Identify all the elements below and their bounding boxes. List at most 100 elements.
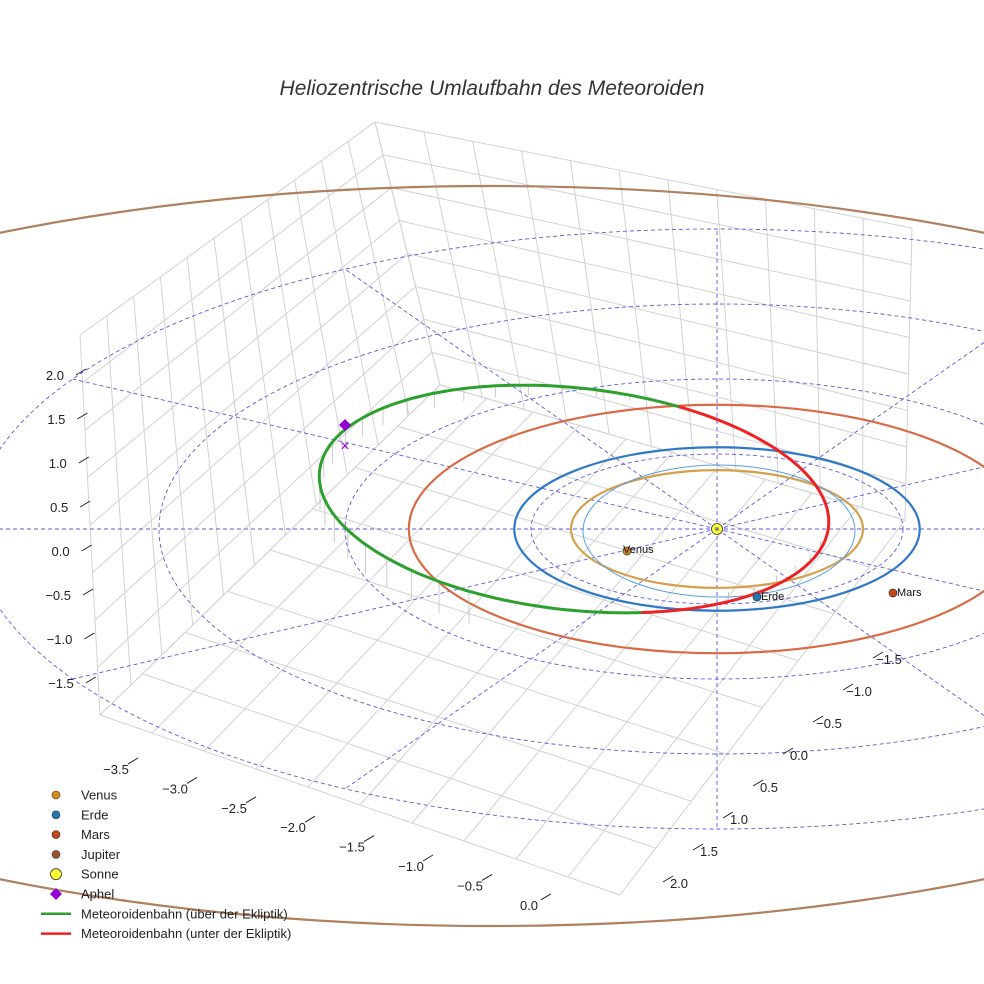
legend-diamond-icon xyxy=(50,888,62,900)
legend: Venus Erde Mars Jupiter Sonne Aphel Meteoroide… xyxy=(41,788,291,941)
x-axis-tick-mark xyxy=(540,893,552,901)
z-axis-tick-mark xyxy=(79,500,91,508)
grid-line xyxy=(383,154,912,265)
grid-line xyxy=(99,714,621,896)
y-axis-tick-mark xyxy=(782,747,794,755)
y-axis-tick-label: 0.0 xyxy=(790,748,808,763)
grid-line xyxy=(397,425,870,568)
grid-line xyxy=(415,285,908,411)
x-axis-tick-mark xyxy=(304,815,316,823)
ecliptic-spoke xyxy=(344,268,718,530)
x-axis-tick-label: −3.5 xyxy=(103,762,129,777)
orbit-mars xyxy=(407,403,984,655)
planet-mars-label: Mars xyxy=(897,587,922,599)
grid-line xyxy=(87,220,400,478)
z-axis-tick-label: 1.0 xyxy=(49,456,67,471)
y-axis-tick-label: 2.0 xyxy=(670,876,688,891)
meteoroid-orbit-above xyxy=(317,383,680,615)
legend-label: Venus xyxy=(81,788,118,803)
y-axis-tick-label: 0.5 xyxy=(760,780,778,795)
grid-line xyxy=(82,154,384,383)
legend-label: Meteoroidenbahn (unter der Ekliptik) xyxy=(81,926,291,941)
legend-label: Erde xyxy=(81,807,108,822)
grid-line xyxy=(269,549,763,708)
y-axis-tick-mark xyxy=(752,779,764,787)
x-axis-tick-label: −3.0 xyxy=(162,781,188,796)
z-axis-tick-label: −1.5 xyxy=(48,676,74,691)
orbit-jupiter xyxy=(0,185,984,927)
ecliptic-spoke xyxy=(344,528,718,790)
meteoroid-orbit xyxy=(317,383,831,624)
orbit-venus xyxy=(569,469,865,589)
grid-line xyxy=(431,351,907,484)
ecliptic-spoke xyxy=(716,341,984,530)
y-axis-tick-mark xyxy=(722,811,734,819)
x-axis-tick-label: −1.5 xyxy=(339,840,365,855)
grid-line xyxy=(84,187,392,431)
grid-line xyxy=(423,318,907,448)
planet-erde-marker xyxy=(752,592,762,602)
z-axis-tick-mark xyxy=(78,456,90,464)
legend-label: Sonne xyxy=(81,867,119,882)
z-axis-tick-mark xyxy=(75,368,87,376)
y-axis-tick-mark xyxy=(812,715,824,723)
x-axis-tick-mark xyxy=(127,757,139,765)
x-axis-tick-mark xyxy=(481,873,493,881)
grid-line xyxy=(227,590,728,755)
grid-line xyxy=(407,253,909,375)
x-axis-tick-label: −2.5 xyxy=(221,801,247,816)
planet-orbits xyxy=(0,185,984,927)
y-axis-tick-mark xyxy=(872,651,884,659)
orbit-erde xyxy=(513,446,921,612)
x-axis-tick-mark xyxy=(245,796,257,804)
z-axis-tick-label: −0.5 xyxy=(45,588,71,603)
z-axis-tick-label: 1.5 xyxy=(47,412,65,427)
3d-grid xyxy=(79,121,913,896)
grid-line xyxy=(142,673,656,849)
z-axis-tick-mark xyxy=(77,412,88,420)
z-axis-tick-label: 2.0 xyxy=(46,368,64,383)
legend-dot-icon xyxy=(51,830,61,839)
orbit-erde-trace xyxy=(582,464,856,598)
legend-label: Jupiter xyxy=(81,847,121,862)
y-axis-tick-label: −1.0 xyxy=(846,684,872,699)
legend-label: Aphel xyxy=(81,887,114,902)
x-axis-tick-label: 0.0 xyxy=(520,898,538,913)
y-axis-tick-label: 1.0 xyxy=(730,812,748,827)
z-axis-tick-mark xyxy=(84,632,95,640)
legend-dot-icon xyxy=(51,810,61,820)
grid-line xyxy=(79,121,376,336)
z-axis-tick-mark xyxy=(81,544,92,552)
legend-label: Meteoroidenbahn (über der Ekliptik) xyxy=(81,906,288,921)
x-axis-tick-mark xyxy=(422,854,434,862)
x-axis-tick-label: −2.0 xyxy=(280,820,306,835)
planet-erde-label: Erde xyxy=(761,591,784,603)
body-markers: Venus Erde Mars × xyxy=(339,419,922,603)
axis-ticks: 2.0 1.5 1.0 0.5 0.0 −0.5 −1.0 −1.5 −3.5 −3.0 −2.5 −… xyxy=(45,368,902,913)
ecliptic-spoke xyxy=(72,378,718,530)
x-axis-tick-mark xyxy=(363,835,375,843)
z-axis-tick-label: 0.5 xyxy=(50,500,68,515)
y-axis-tick-label: −1.5 xyxy=(876,652,902,667)
legend-dot-icon xyxy=(51,850,61,859)
planet-venus-label: Venus xyxy=(623,544,654,556)
planet-venus-marker xyxy=(622,546,632,556)
chart-title: Heliozentrische Umlaufbahn des Meteoroid… xyxy=(280,77,705,100)
z-axis-tick-mark xyxy=(85,676,97,684)
grid-line xyxy=(184,632,692,802)
ecliptic-spoke xyxy=(72,528,718,680)
y-axis-tick-label: −0.5 xyxy=(816,716,842,731)
ecliptic-spoke xyxy=(716,528,984,717)
ecliptic-ring xyxy=(0,228,984,830)
aphel-projection-marker: × xyxy=(340,438,349,455)
grid-line xyxy=(374,121,913,229)
z-axis-tick-mark xyxy=(82,588,94,596)
x-axis-tick-mark xyxy=(186,776,198,784)
legend-sun-icon xyxy=(50,868,62,881)
legend-dot-icon xyxy=(51,790,61,800)
aphel-marker xyxy=(339,419,351,431)
grid-line xyxy=(391,187,911,302)
grid-line xyxy=(439,384,906,521)
grid-line xyxy=(97,351,433,668)
